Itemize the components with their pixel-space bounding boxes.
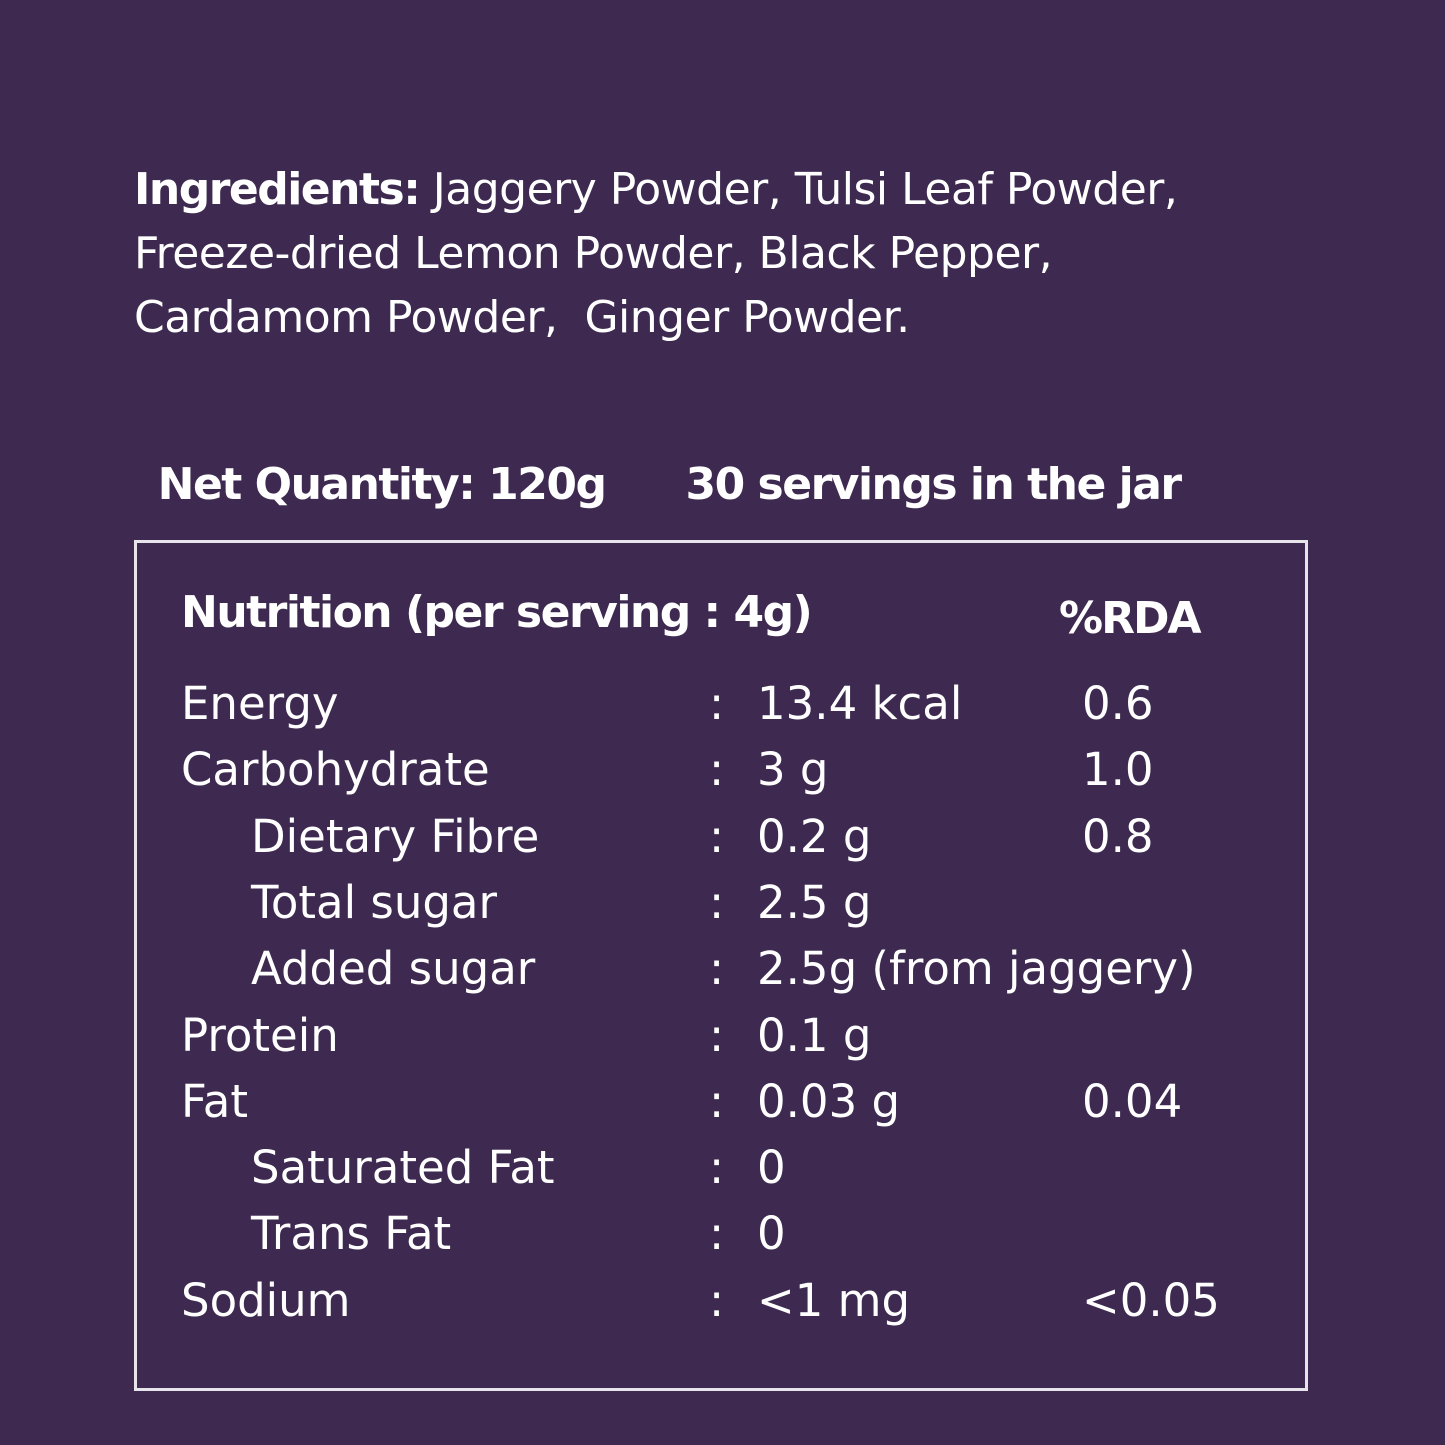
nutrient-rda: 0.04 (1082, 1074, 1183, 1128)
nutrient-value: 3 g (757, 743, 829, 797)
nutrient-value: 0.03 g (757, 1074, 901, 1128)
separator: : (709, 743, 725, 797)
nutrient-name: Sodium (181, 1273, 351, 1327)
nutrient-rda: <0.05 (1082, 1273, 1220, 1327)
nutrient-rda: 0.6 (1082, 677, 1154, 730)
nutrient-value: 0 (757, 1207, 786, 1261)
nutrient-name: Dietary Fibre (251, 809, 540, 863)
nutrient-name: Protein (181, 1008, 339, 1062)
separator: : (709, 1141, 725, 1195)
nutrient-name: Saturated Fat (251, 1141, 555, 1195)
ingredients-label: Ingredients: (134, 164, 421, 215)
nutrient-value: 2.5 g (757, 875, 872, 929)
separator: : (709, 875, 725, 929)
servings-count: 30 servings in the jar (685, 459, 1183, 510)
nutrient-rda: 1.0 (1082, 743, 1154, 797)
nutrient-value: 0 (757, 1141, 786, 1195)
separator: : (709, 1074, 725, 1128)
ingredients-line: Freeze-dried Lemon Powder, Black Pepper, (134, 228, 1053, 279)
nutrient-value: 2.5g (from jaggery) (757, 942, 1196, 996)
rda-header: %RDA (1059, 593, 1202, 644)
separator: : (709, 677, 725, 730)
nutrient-name: Trans Fat (251, 1207, 452, 1261)
nutrient-name: Added sugar (251, 942, 536, 996)
nutrient-value: <1 mg (757, 1273, 911, 1327)
nutrient-rda: 0.8 (1082, 809, 1154, 863)
separator: : (709, 1008, 725, 1062)
nutrient-value: 13.4 kcal (757, 677, 963, 730)
separator: : (709, 1273, 725, 1327)
nutrient-name: Total sugar (251, 875, 498, 929)
nutrient-name: Carbohydrate (181, 743, 490, 797)
separator: : (709, 809, 725, 863)
ingredients-text: Ingredients: Jaggery Powder, Tulsi Leaf … (134, 158, 1284, 350)
quantity-info: Net Quantity: 120g 30 servings in the jar (130, 408, 1183, 510)
net-quantity: Net Quantity: 120g (157, 459, 607, 510)
nutrition-title: Nutrition (per serving : 4g) (181, 587, 813, 638)
nutrient-name: Fat (181, 1074, 248, 1128)
ingredients-line: Cardamom Powder, Ginger Powder. (134, 292, 910, 343)
nutrient-value: 0.2 g (757, 809, 872, 863)
nutrient-value: 0.1 g (757, 1008, 872, 1062)
separator: : (709, 1207, 725, 1261)
nutrition-table: Nutrition (per serving : 4g) %RDA Energy… (134, 540, 1308, 1391)
separator: : (709, 942, 725, 996)
nutrient-name: Energy (181, 677, 339, 730)
ingredients-line: Ingredients: Jaggery Powder, Tulsi Leaf … (134, 164, 1178, 215)
